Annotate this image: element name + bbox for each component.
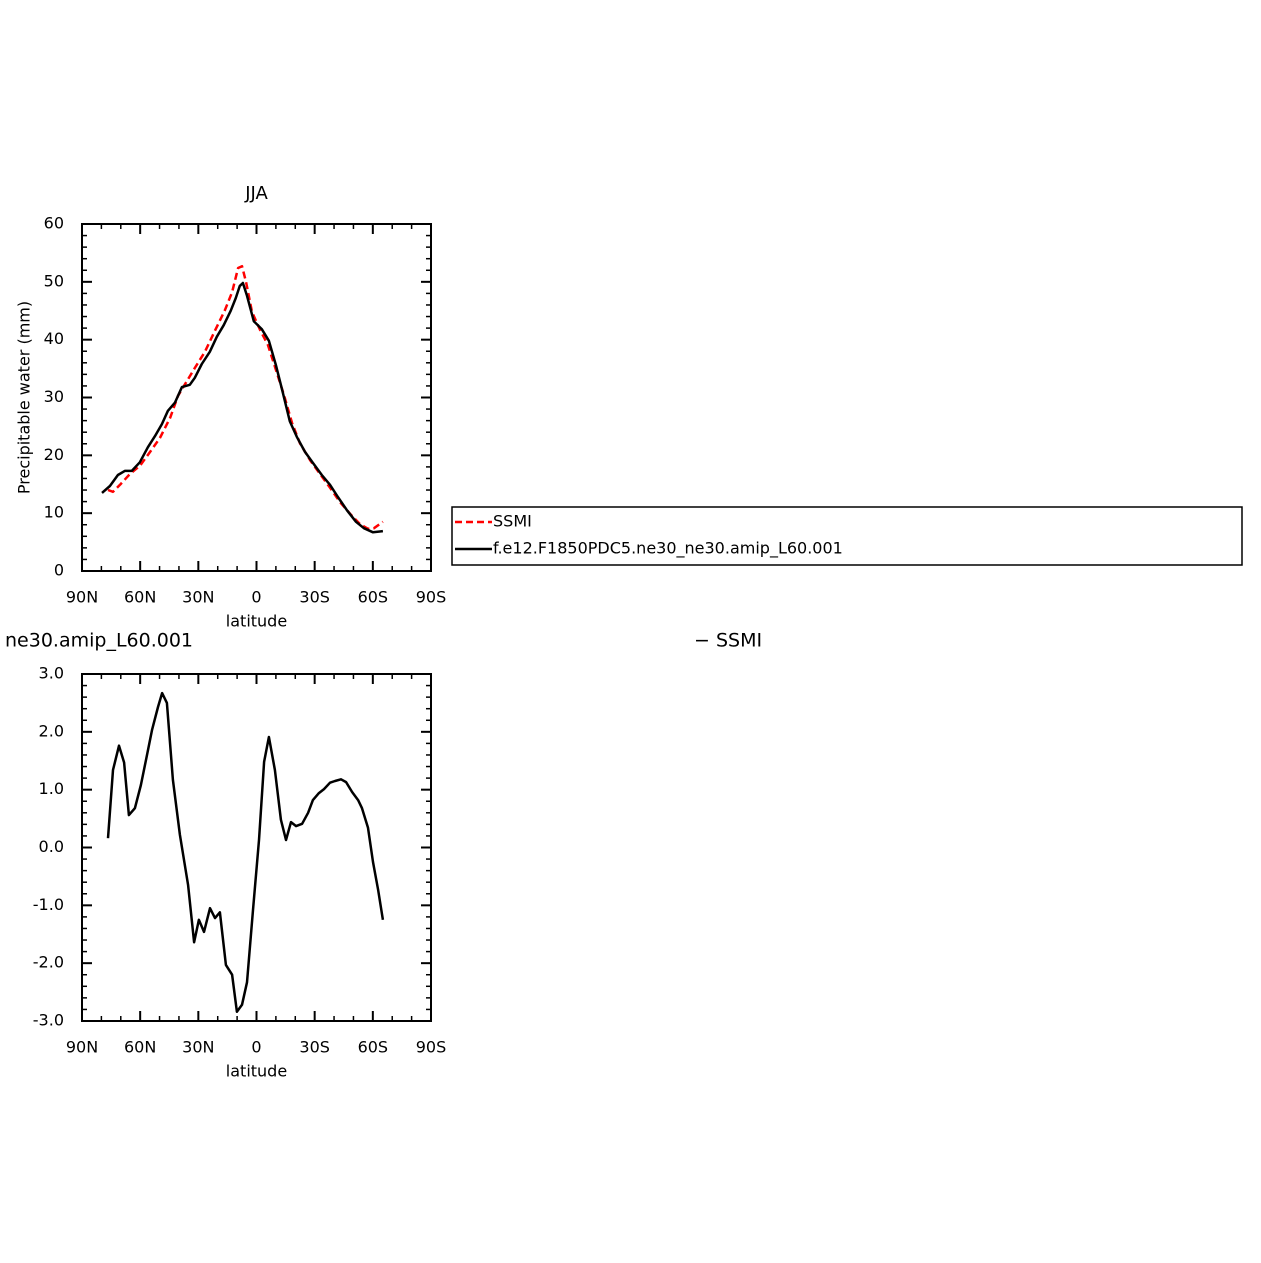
x-tick-label: 60S — [358, 588, 389, 607]
y-tick-label: 60 — [44, 214, 64, 233]
legend-box — [451, 506, 1243, 566]
x-tick-label: 90N — [66, 588, 98, 607]
chart-title-right: − SSMI — [694, 630, 762, 652]
y-axis-label: Precipitable water (mm) — [15, 751, 34, 944]
plot-frame — [81, 223, 432, 572]
y-tick-label: -1.0 — [33, 895, 64, 914]
x-tick-label: 30S — [299, 1038, 330, 1057]
data-line — [107, 264, 384, 531]
y-tick-label: 20 — [44, 445, 64, 464]
y-tick-label: 40 — [44, 329, 64, 348]
legend-label: f.e12.F1850PDC5.ne30_ne30.amip_L60.001 — [493, 539, 843, 559]
y-tick-label: 2.0 — [39, 721, 64, 740]
x-tick-label: 30N — [182, 588, 214, 607]
y-tick-label: 3.0 — [39, 664, 64, 683]
y-axis-label: Precipitable water (mm) — [15, 301, 34, 494]
x-tick-label: 90N — [66, 1038, 98, 1057]
legend-label: SSMI — [493, 512, 532, 531]
x-tick-label: 60N — [124, 1038, 156, 1057]
y-tick-label: 50 — [44, 271, 64, 290]
x-axis-label: latitude — [226, 1062, 287, 1081]
x-tick-label: 60S — [358, 1038, 389, 1057]
x-tick-label: 0 — [251, 588, 261, 607]
x-tick-label: 60N — [124, 588, 156, 607]
y-tick-label: -3.0 — [33, 1011, 64, 1030]
y-tick-label: 10 — [44, 503, 64, 522]
data-line — [106, 691, 385, 1013]
y-tick-label: -2.0 — [33, 953, 64, 972]
x-tick-label: 30S — [299, 588, 330, 607]
y-tick-label: 1.0 — [39, 779, 64, 798]
y-tick-label: 0.0 — [39, 837, 64, 856]
x-tick-label: 30N — [182, 1038, 214, 1057]
x-tick-label: 90S — [416, 588, 447, 607]
chart-title: JJA — [244, 183, 268, 204]
x-axis-label: latitude — [226, 612, 287, 631]
x-tick-label: 0 — [251, 1038, 261, 1057]
plot-frame — [81, 673, 432, 1022]
data-line — [101, 281, 384, 534]
y-tick-label: 30 — [44, 387, 64, 406]
y-tick-label: 0 — [54, 561, 64, 580]
x-tick-label: 90S — [416, 1038, 447, 1057]
chart-title-left: ne30.amip_L60.001 — [5, 630, 193, 652]
